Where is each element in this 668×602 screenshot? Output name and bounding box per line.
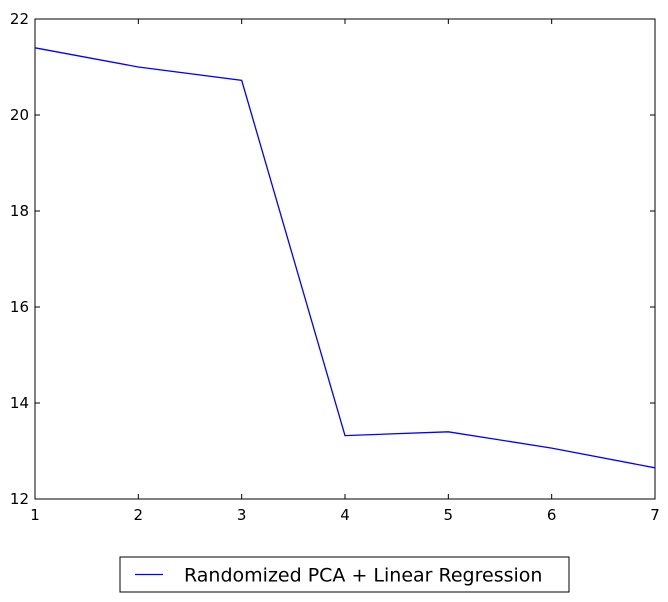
y-tick-label: 20 [10,106,29,124]
legend-box [119,556,570,593]
x-tick-label: 1 [30,506,40,524]
x-tick-label: 4 [340,506,350,524]
y-tick-label: 14 [10,394,29,412]
legend-label: Randomized PCA + Linear Regression [184,565,542,587]
series-line [34,47,656,469]
axes-frame [34,18,656,500]
legend: Randomized PCA + Linear Regression [119,556,570,593]
x-tick-label: 2 [134,506,144,524]
y-tick-label: 18 [10,202,29,220]
x-tick-label: 7 [650,506,660,524]
x-tick-label: 6 [547,506,557,524]
y-tick-label: 22 [10,10,29,28]
y-tick-label: 12 [10,490,29,508]
x-tick-label: 3 [237,506,247,524]
x-tick-label: 5 [444,506,454,524]
y-tick-label: 16 [10,298,29,316]
